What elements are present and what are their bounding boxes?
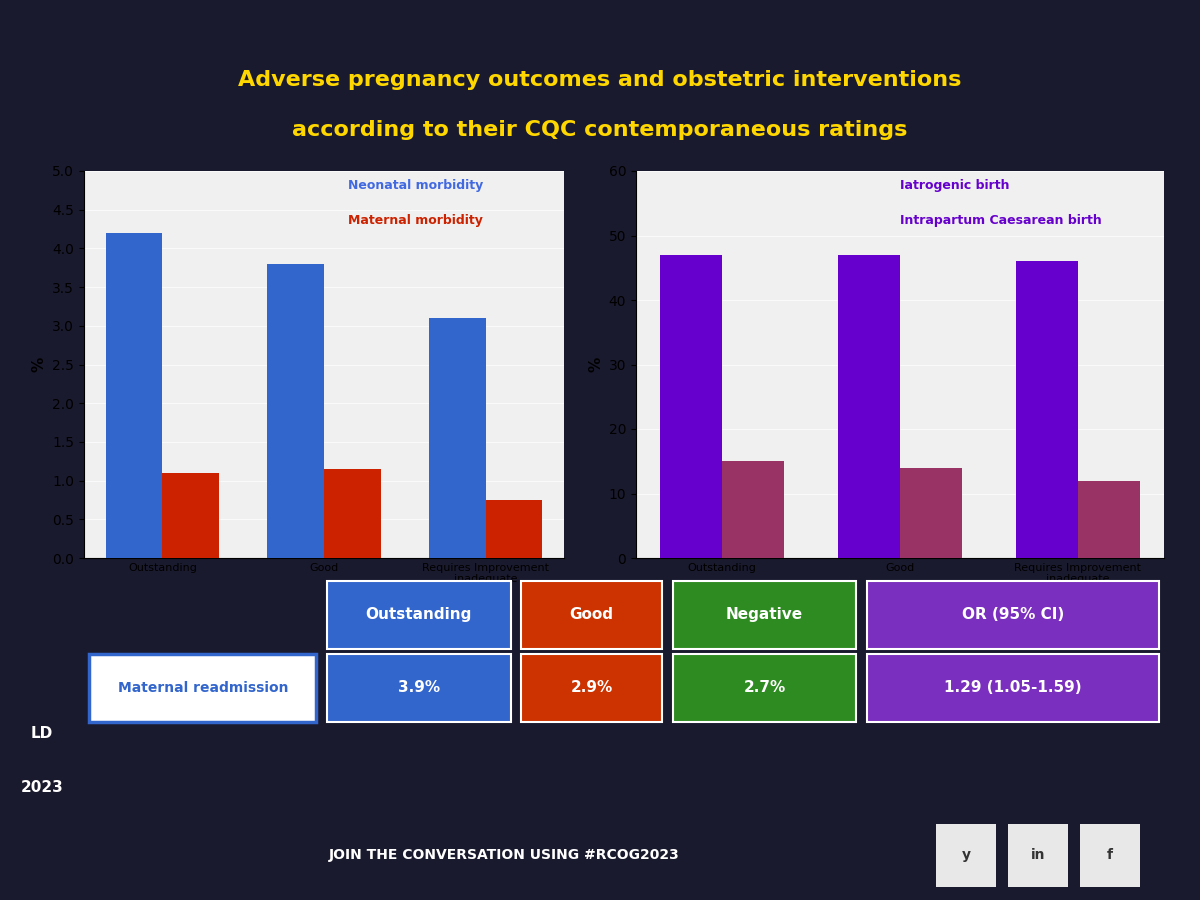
Text: Maternal readmission: Maternal readmission [118,680,288,695]
Bar [838,255,900,558]
Bar [900,468,962,558]
FancyBboxPatch shape [1080,824,1140,886]
Text: JOIN THE CONVERSATION USING #RCOG2023: JOIN THE CONVERSATION USING #RCOG2023 [329,848,679,862]
Text: LD: LD [31,726,53,741]
Bar [722,461,785,558]
Bar [660,255,722,558]
Bar [430,318,486,558]
Bar [162,472,218,558]
Text: Maternal morbidity: Maternal morbidity [348,213,482,227]
Bar [324,469,380,558]
Text: Outstanding: Outstanding [366,608,472,623]
Text: 2.7%: 2.7% [743,680,786,696]
Text: OR (95% CI): OR (95% CI) [961,608,1064,623]
Y-axis label: %: % [31,357,47,372]
FancyBboxPatch shape [673,580,857,649]
Bar [106,233,162,558]
Bar [1078,481,1140,558]
Text: Good: Good [570,608,613,623]
FancyBboxPatch shape [90,653,317,722]
FancyBboxPatch shape [326,653,511,722]
Text: Intrapartum Caesarean birth: Intrapartum Caesarean birth [900,213,1102,227]
Bar [1015,261,1078,558]
FancyBboxPatch shape [936,824,996,886]
Text: 2.9%: 2.9% [570,680,613,696]
FancyBboxPatch shape [673,653,857,722]
FancyBboxPatch shape [326,580,511,649]
Bar [486,500,542,558]
FancyBboxPatch shape [522,580,662,649]
Text: 3.9%: 3.9% [397,680,440,696]
Text: according to their CQC contemporaneous ratings: according to their CQC contemporaneous r… [293,121,907,140]
FancyBboxPatch shape [1008,824,1068,886]
FancyBboxPatch shape [866,580,1159,649]
Text: 2023: 2023 [20,780,64,795]
Text: y: y [961,848,971,862]
Text: Neonatal morbidity: Neonatal morbidity [348,179,484,192]
Text: Iatrogenic birth: Iatrogenic birth [900,179,1009,192]
Text: Adverse pregnancy outcomes and obstetric interventions: Adverse pregnancy outcomes and obstetric… [239,70,961,90]
Y-axis label: %: % [588,357,604,372]
Text: 1.29 (1.05-1.59): 1.29 (1.05-1.59) [944,680,1081,696]
FancyBboxPatch shape [522,653,662,722]
Text: Negative: Negative [726,608,803,623]
FancyBboxPatch shape [866,653,1159,722]
Text: in: in [1031,848,1045,862]
Bar [268,264,324,558]
Text: f: f [1108,848,1114,862]
